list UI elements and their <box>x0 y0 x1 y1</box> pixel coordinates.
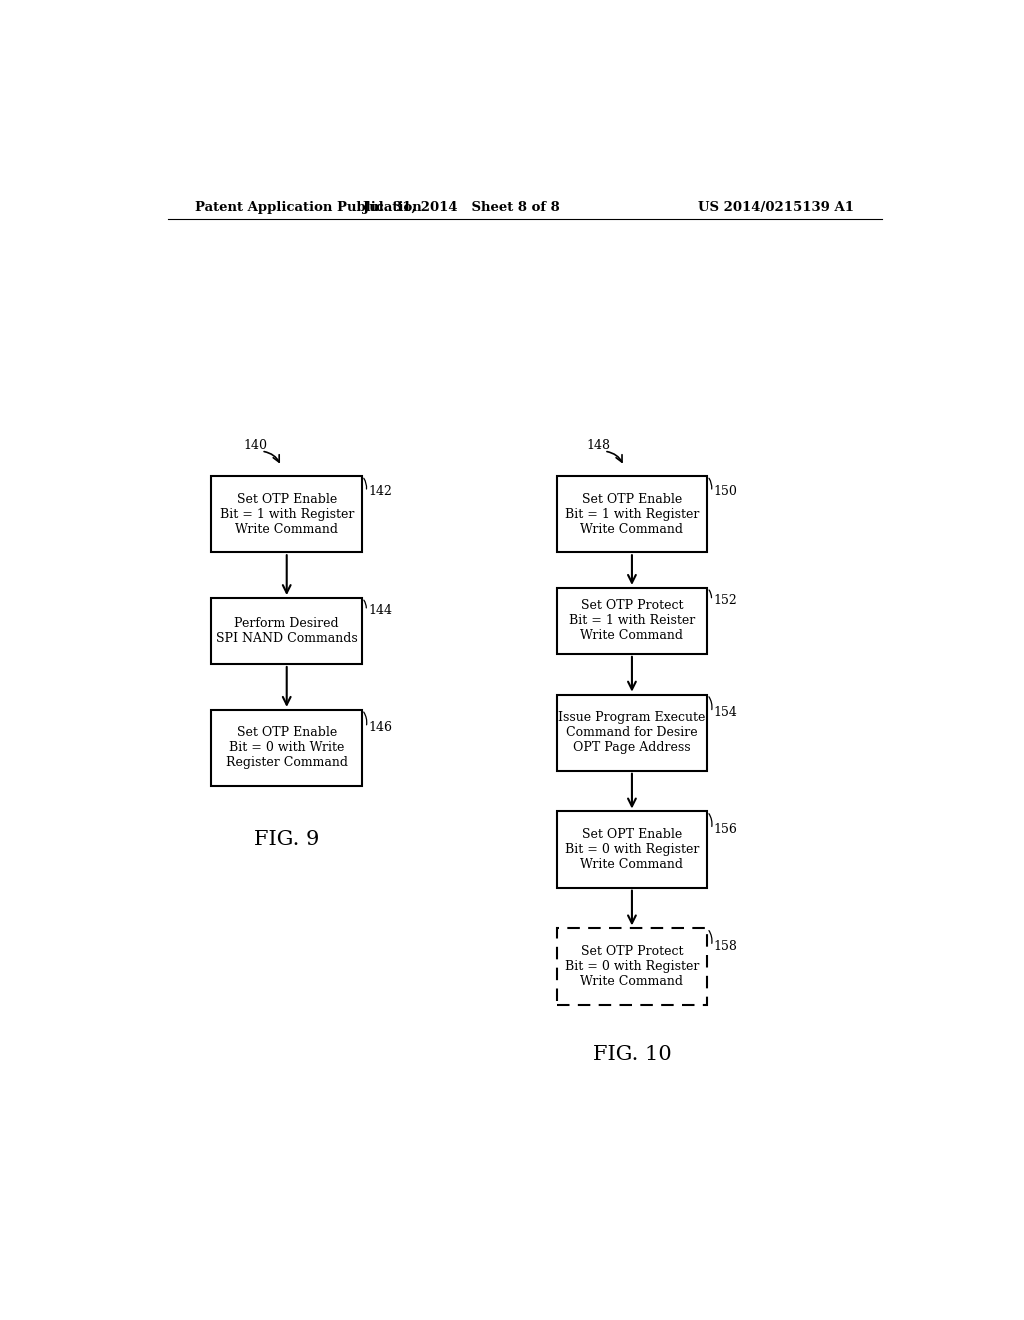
Text: 144: 144 <box>369 605 392 618</box>
Text: Set OTP Protect
Bit = 0 with Register
Write Command: Set OTP Protect Bit = 0 with Register Wr… <box>565 945 699 987</box>
Text: Set OTP Enable
Bit = 1 with Register
Write Command: Set OTP Enable Bit = 1 with Register Wri… <box>219 492 354 536</box>
Text: Issue Program Execute
Command for Desire
OPT Page Address: Issue Program Execute Command for Desire… <box>558 711 706 754</box>
Text: Jul. 31, 2014   Sheet 8 of 8: Jul. 31, 2014 Sheet 8 of 8 <box>362 201 560 214</box>
Text: 142: 142 <box>369 486 392 498</box>
Text: Set OTP Enable
Bit = 1 with Register
Write Command: Set OTP Enable Bit = 1 with Register Wri… <box>565 492 699 536</box>
Text: FIG. 10: FIG. 10 <box>593 1045 672 1064</box>
Text: 146: 146 <box>369 721 392 734</box>
Text: 148: 148 <box>587 438 610 451</box>
Bar <box>211 710 362 785</box>
Text: 156: 156 <box>714 822 737 836</box>
Bar <box>557 812 708 887</box>
Bar <box>557 694 708 771</box>
Bar <box>557 587 708 653</box>
Text: Perform Desired
SPI NAND Commands: Perform Desired SPI NAND Commands <box>216 616 357 645</box>
Text: Set OPT Enable
Bit = 0 with Register
Write Command: Set OPT Enable Bit = 0 with Register Wri… <box>565 828 699 871</box>
Text: Patent Application Publication: Patent Application Publication <box>196 201 422 214</box>
Bar <box>211 477 362 552</box>
Bar <box>557 928 708 1005</box>
Bar <box>557 477 708 552</box>
Text: 150: 150 <box>714 486 737 498</box>
Text: 140: 140 <box>243 438 267 451</box>
Text: 158: 158 <box>714 940 737 953</box>
Text: 154: 154 <box>714 706 737 719</box>
Text: 152: 152 <box>714 594 737 607</box>
Text: Set OTP Protect
Bit = 1 with Reister
Write Command: Set OTP Protect Bit = 1 with Reister Wri… <box>568 599 695 643</box>
Bar <box>211 598 362 664</box>
Text: Set OTP Enable
Bit = 0 with Write
Register Command: Set OTP Enable Bit = 0 with Write Regist… <box>225 726 348 770</box>
Text: US 2014/0215139 A1: US 2014/0215139 A1 <box>698 201 854 214</box>
Text: FIG. 9: FIG. 9 <box>254 830 319 849</box>
